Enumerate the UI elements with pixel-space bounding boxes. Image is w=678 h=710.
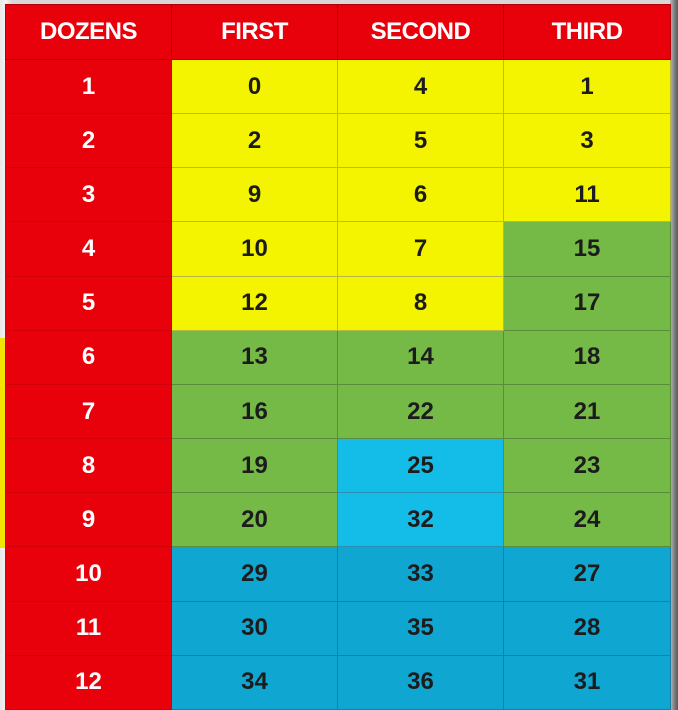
dozen-number-cell: 4 [5, 221, 172, 277]
table-row: 10 29 33 27 [5, 546, 671, 602]
third-value-cell: 18 [503, 329, 671, 385]
first-value-cell: 20 [171, 492, 338, 548]
dozen-number-cell: 7 [5, 383, 172, 440]
left-edge-strip [0, 338, 6, 548]
table-row: 12 34 36 31 [5, 654, 671, 710]
second-value-cell: 4 [337, 58, 504, 115]
third-value-cell: 3 [503, 113, 671, 169]
dozen-number-cell: 2 [5, 113, 172, 169]
dozen-number-cell: 8 [5, 438, 172, 494]
third-value-cell: 27 [503, 546, 671, 602]
second-value-cell: 22 [337, 383, 504, 440]
first-value-cell: 12 [171, 275, 338, 331]
first-value-cell: 34 [171, 654, 338, 710]
dozen-number-cell: 1 [5, 58, 172, 115]
third-value-cell: 28 [503, 600, 671, 656]
third-value-cell: 1 [503, 58, 671, 115]
header-third: THIRD [503, 4, 671, 60]
third-value-cell: 17 [503, 275, 671, 331]
first-value-cell: 13 [171, 329, 338, 385]
dozen-number-cell: 9 [5, 492, 172, 548]
header-second: SECOND [337, 4, 504, 60]
second-value-cell: 6 [337, 167, 504, 223]
table-row: 3 9 6 11 [5, 167, 671, 223]
third-value-cell: 15 [503, 221, 671, 277]
header-row: DOZENS FIRST SECOND THIRD [5, 4, 671, 60]
dozens-table: DOZENS FIRST SECOND THIRD 1 0 4 1 2 2 5 3 3 9 6 11 4… [5, 4, 671, 710]
dozen-number-cell: 3 [5, 167, 172, 223]
table-row: 4 10 7 15 [5, 221, 671, 277]
table-row: 5 12 8 17 [5, 275, 671, 331]
third-value-cell: 11 [503, 167, 671, 223]
right-edge-shadow [670, 0, 678, 710]
second-value-cell: 7 [337, 221, 504, 277]
first-value-cell: 19 [171, 438, 338, 494]
second-value-cell: 35 [337, 600, 504, 656]
first-value-cell: 10 [171, 221, 338, 277]
table-row: 6 13 14 18 [5, 329, 671, 385]
first-value-cell: 2 [171, 113, 338, 169]
first-value-cell: 0 [171, 58, 338, 115]
table-row: 11 30 35 28 [5, 600, 671, 656]
header-dozens: DOZENS [5, 4, 172, 60]
first-value-cell: 29 [171, 546, 338, 602]
first-value-cell: 9 [171, 167, 338, 223]
table-row: 8 19 25 23 [5, 438, 671, 494]
second-value-cell: 32 [337, 492, 504, 548]
third-value-cell: 24 [503, 492, 671, 548]
first-value-cell: 30 [171, 600, 338, 656]
third-value-cell: 23 [503, 438, 671, 494]
dozen-number-cell: 6 [5, 329, 172, 385]
second-value-cell: 33 [337, 546, 504, 602]
second-value-cell: 25 [337, 438, 504, 494]
table-body: 1 0 4 1 2 2 5 3 3 9 6 11 4 10 7 15 5 12 8 17 6 13 14 18 7 16 22 21 8… [5, 58, 671, 710]
second-value-cell: 14 [337, 329, 504, 385]
table-row: 7 16 22 21 [5, 383, 671, 440]
dozen-number-cell: 11 [5, 600, 172, 656]
third-value-cell: 21 [503, 383, 671, 440]
dozen-number-cell: 12 [5, 654, 172, 710]
second-value-cell: 5 [337, 113, 504, 169]
third-value-cell: 31 [503, 654, 671, 710]
dozen-number-cell: 10 [5, 546, 172, 602]
second-value-cell: 36 [337, 654, 504, 710]
first-value-cell: 16 [171, 383, 338, 440]
header-first: FIRST [171, 4, 338, 60]
table-row: 9 20 32 24 [5, 492, 671, 548]
second-value-cell: 8 [337, 275, 504, 331]
dozen-number-cell: 5 [5, 275, 172, 331]
